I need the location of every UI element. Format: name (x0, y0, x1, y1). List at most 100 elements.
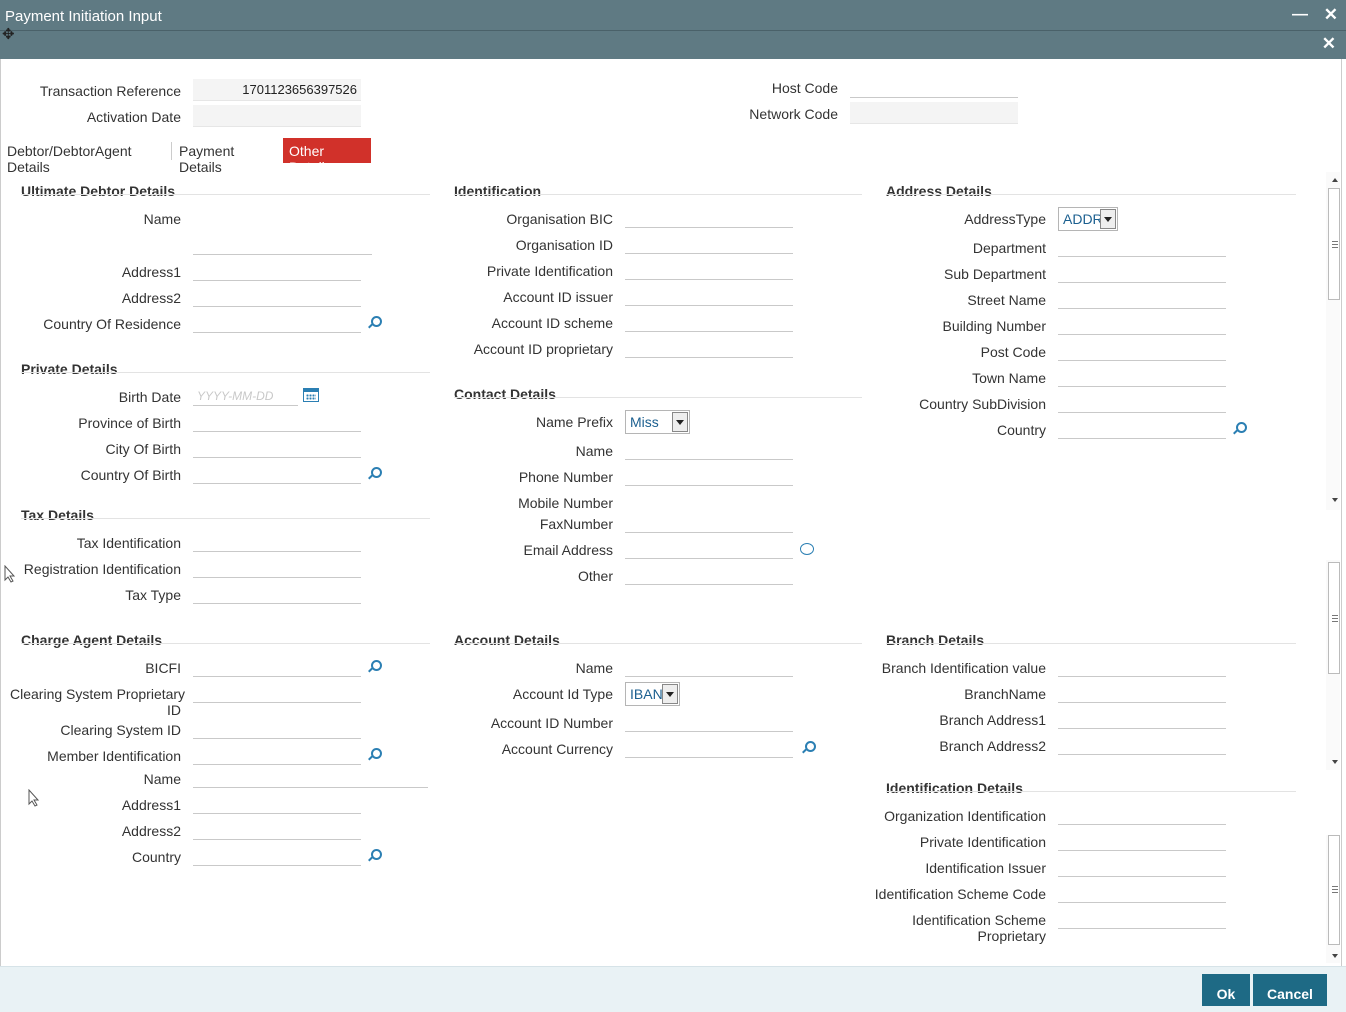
birth-date-field[interactable]: YYYY-MM-DD (193, 384, 298, 406)
tab-payment-details[interactable]: Payment Details (179, 143, 235, 175)
account-name-field[interactable] (625, 655, 793, 677)
ca-country-field[interactable] (193, 844, 361, 866)
txn-ref-field[interactable]: 1701123656397526 (193, 79, 361, 101)
fax-number-field[interactable] (625, 511, 793, 533)
search-icon[interactable] (367, 467, 382, 481)
account-id-scheme-label: Account ID scheme (491, 315, 613, 331)
id-private-identification-field[interactable] (1058, 829, 1226, 851)
activation-date-field[interactable] (193, 105, 361, 127)
department-field[interactable] (1058, 235, 1226, 257)
scroll-down-icon[interactable] (1332, 498, 1338, 502)
scrollbar-address-section[interactable] (1326, 172, 1340, 510)
account-id-type-select[interactable]: IBAN (625, 682, 680, 706)
town-name-field[interactable] (1058, 365, 1226, 387)
ud-address1-field[interactable] (193, 259, 361, 281)
account-id-issuer-field[interactable] (625, 284, 793, 306)
identification-issuer-field[interactable] (1058, 855, 1226, 877)
account-id-scheme-field[interactable] (625, 310, 793, 332)
clearing-system-id-field[interactable] (193, 717, 361, 739)
identification-scheme-proprietary-label-2: Proprietary (977, 928, 1046, 944)
tax-type-field[interactable] (193, 582, 361, 604)
chat-icon[interactable] (800, 543, 814, 555)
tax-identification-field[interactable] (193, 530, 361, 552)
organisation-bic-label: Organisation BIC (506, 211, 613, 227)
activation-date-label: Activation Date (86, 109, 181, 125)
other-field[interactable] (625, 563, 793, 585)
account-currency-field[interactable] (625, 736, 793, 758)
chevron-down-icon[interactable] (662, 684, 678, 704)
account-id-number-field[interactable] (625, 710, 793, 732)
ok-button[interactable]: Ok (1202, 974, 1250, 1006)
account-id-type-label: Account Id Type (512, 686, 613, 702)
ca-address1-field[interactable] (193, 792, 361, 814)
ud-country-field[interactable] (193, 311, 361, 333)
registration-identification-field[interactable] (193, 556, 361, 578)
email-address-field[interactable] (625, 537, 793, 559)
country-subdivision-field[interactable] (1058, 391, 1226, 413)
name-prefix-select[interactable]: Miss (625, 410, 690, 434)
phone-number-field[interactable] (625, 464, 793, 486)
building-number-field[interactable] (1058, 313, 1226, 335)
scrollbar-thumb[interactable] (1328, 562, 1340, 674)
city-of-birth-field[interactable] (193, 436, 361, 458)
province-of-birth-field[interactable] (193, 410, 361, 432)
clearing-system-proprietary-field[interactable] (193, 681, 361, 703)
branch-address2-field[interactable] (1058, 733, 1226, 755)
ca-name-field[interactable] (193, 766, 428, 788)
section-divider (454, 643, 862, 644)
scrollbar-identification-section[interactable] (1326, 835, 1340, 963)
scroll-down-icon[interactable] (1332, 954, 1338, 958)
branch-name-field[interactable] (1058, 681, 1226, 703)
identification-scheme-code-field[interactable] (1058, 881, 1226, 903)
search-icon[interactable] (367, 849, 382, 863)
identification-scheme-proprietary-label: Identification Scheme (912, 912, 1046, 928)
search-icon[interactable] (367, 748, 382, 762)
address-type-select[interactable]: ADDR (1058, 207, 1118, 231)
branch-identification-value-field[interactable] (1058, 655, 1226, 677)
street-name-field[interactable] (1058, 287, 1226, 309)
chevron-down-icon[interactable] (1100, 209, 1116, 229)
identification-scheme-proprietary-field[interactable] (1058, 907, 1226, 929)
network-code-field[interactable] (850, 102, 1018, 124)
organization-identification-field[interactable] (1058, 803, 1226, 825)
member-identification-field[interactable] (193, 743, 361, 765)
calendar-icon[interactable] (303, 388, 319, 402)
scroll-up-icon[interactable] (1332, 178, 1338, 182)
organisation-id-field[interactable] (625, 232, 793, 254)
address-type-label: AddressType (964, 211, 1046, 227)
tab-other-details[interactable]: Other Details (283, 138, 371, 175)
scrollbar-branch-section[interactable] (1326, 560, 1340, 770)
organisation-bic-field[interactable] (625, 206, 793, 228)
close-window-icon[interactable]: ✕ (1323, 5, 1338, 24)
minimize-icon[interactable]: — (1292, 6, 1308, 23)
branch-address1-field[interactable] (1058, 707, 1226, 729)
search-icon[interactable] (801, 741, 816, 755)
ud-name-field[interactable] (193, 233, 372, 255)
host-code-field[interactable] (850, 76, 1018, 98)
search-icon[interactable] (367, 316, 382, 330)
scroll-down-icon[interactable] (1332, 760, 1338, 764)
sub-department-field[interactable] (1058, 261, 1226, 283)
chevron-down-icon[interactable] (672, 412, 688, 432)
country-subdivision-label: Country SubDivision (919, 396, 1046, 412)
contact-name-field[interactable] (625, 438, 793, 460)
post-code-field[interactable] (1058, 339, 1226, 361)
private-identification-field[interactable] (625, 258, 793, 280)
search-icon[interactable] (1232, 422, 1247, 436)
ud-address2-field[interactable] (193, 285, 361, 307)
ca-address2-field[interactable] (193, 818, 361, 840)
search-icon[interactable] (367, 660, 382, 674)
private-identification-label: Private Identification (486, 263, 613, 279)
account-id-type-value: IBAN (630, 686, 663, 702)
scrollbar-thumb[interactable] (1328, 835, 1340, 945)
tab-debtor-details[interactable]: Debtor/DebtorAgent Details (7, 143, 132, 175)
close-form-icon[interactable]: ✕ (1321, 34, 1336, 53)
bicfi-field[interactable] (193, 655, 361, 677)
country-of-birth-field[interactable] (193, 462, 361, 484)
cancel-button[interactable]: Cancel (1253, 974, 1327, 1006)
identification-issuer-label: Identification Issuer (925, 860, 1046, 876)
account-id-proprietary-field[interactable] (625, 336, 793, 358)
clearing-system-proprietary-label: Clearing System Proprietary (10, 686, 186, 702)
scrollbar-thumb[interactable] (1328, 188, 1340, 300)
address-country-field[interactable] (1058, 417, 1226, 439)
